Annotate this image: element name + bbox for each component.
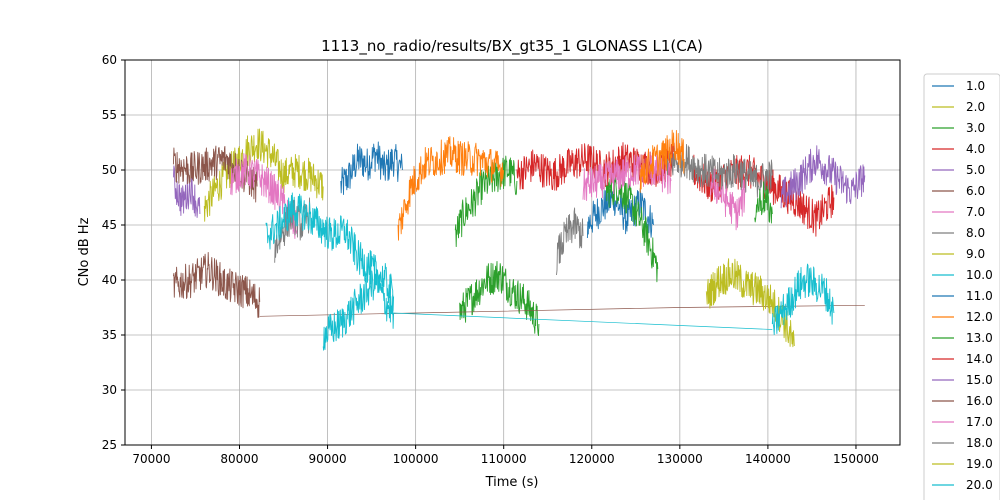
legend-label: 10.0: [966, 268, 993, 282]
legend-label: 2.0: [966, 100, 985, 114]
series-line-10.0: [771, 263, 835, 336]
legend-label: 12.0: [966, 310, 993, 324]
x-axis: 70000 80000 90000 100000 110000 120000 130000 1…: [132, 445, 879, 466]
series-line-3.0: [604, 172, 659, 283]
x-tick-label: 120000: [569, 452, 615, 466]
x-tick-label: 80000: [220, 452, 258, 466]
x-tick-label: 140000: [745, 452, 791, 466]
series-line-10.0: [393, 312, 773, 330]
legend: 1.0 2.0 3.0 4.0 5.0 6.0 7.0 8.0 9.0 10.0 11.0 12.0 1…: [923, 73, 1000, 500]
series-line-12.0: [397, 136, 505, 241]
series-line-9.0: [705, 258, 795, 348]
y-tick-label: 30: [102, 383, 117, 397]
legend-label: 3.0: [966, 121, 985, 135]
series-line-8.0: [666, 142, 773, 198]
series-line-10.0: [322, 264, 395, 351]
y-tick-label: 25: [102, 438, 117, 452]
y-tick-label: 60: [102, 53, 117, 67]
series-line-7.0: [710, 168, 747, 231]
x-tick-label: 130000: [657, 452, 703, 466]
chart-title: 1113_no_radio/results/BX_gt35_1 GLONASS …: [321, 37, 703, 56]
legend-label: 11.0: [966, 289, 993, 303]
legend-label: 13.0: [966, 331, 993, 345]
x-axis-label: Time (s): [485, 475, 539, 490]
y-tick-label: 35: [102, 328, 117, 342]
legend-label: 18.0: [966, 436, 993, 450]
legend-label: 5.0: [966, 163, 985, 177]
series-line-13.0: [754, 181, 773, 224]
y-tick-label: 55: [102, 108, 117, 122]
series-line-5.0: [780, 145, 866, 209]
y-axis: 25 30 35 40 45 50 55 60: [102, 53, 125, 452]
series-layer: [172, 128, 866, 351]
series-line-3.0: [454, 155, 518, 248]
series-line-1.0: [340, 141, 403, 195]
x-tick-label: 70000: [132, 452, 170, 466]
y-tick-label: 50: [102, 163, 117, 177]
legend-label: 9.0: [966, 247, 985, 261]
legend-label: 20.0: [966, 478, 993, 492]
legend-box: [923, 73, 1000, 500]
legend-label: 15.0: [966, 373, 993, 387]
legend-label: 4.0: [966, 142, 985, 156]
series-line-1.0: [586, 184, 654, 239]
legend-label: 17.0: [966, 415, 993, 429]
legend-label: 7.0: [966, 205, 985, 219]
x-tick-label: 100000: [393, 452, 439, 466]
legend-label: 8.0: [966, 226, 985, 240]
y-tick-label: 40: [102, 273, 117, 287]
series-line-6.0: [172, 252, 261, 318]
series-line-12.0: [639, 129, 685, 193]
x-tick-label: 90000: [308, 452, 346, 466]
legend-label: 19.0: [966, 457, 993, 471]
x-tick-label: 110000: [481, 452, 527, 466]
series-line-5.0: [172, 165, 201, 218]
legend-label: 14.0: [966, 352, 993, 366]
x-tick-label: 150000: [833, 452, 879, 466]
series-line-7.0: [582, 154, 672, 201]
grid: [125, 59, 900, 446]
y-axis-label: CNo dB Hz: [77, 217, 92, 286]
plot-frame: [124, 59, 901, 446]
series-line-10.0: [265, 192, 395, 311]
legend-label: 1.0: [966, 79, 985, 93]
series-line-8.0: [556, 207, 584, 276]
y-tick-label: 45: [102, 218, 117, 232]
legend-label: 16.0: [966, 394, 993, 408]
series-line-3.0: [459, 261, 540, 337]
legend-label: 6.0: [966, 184, 985, 198]
